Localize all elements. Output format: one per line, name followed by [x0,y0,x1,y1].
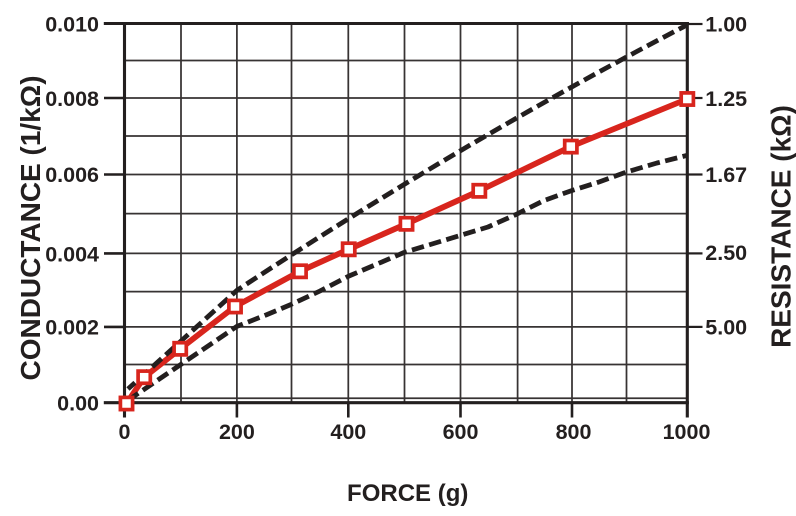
svg-text:1000: 1000 [663,420,711,444]
svg-text:1.00: 1.00 [705,13,747,37]
svg-text:2.50: 2.50 [705,241,747,265]
svg-text:600: 600 [443,420,479,444]
svg-text:0.004: 0.004 [45,243,99,267]
svg-text:0.00: 0.00 [57,391,99,415]
svg-text:0.006: 0.006 [45,163,99,187]
svg-text:0: 0 [119,420,131,444]
svg-text:200: 200 [219,420,255,444]
svg-text:CONDUCTANCE (1/kΩ): CONDUCTANCE (1/kΩ) [15,75,46,380]
svg-text:0.010: 0.010 [45,13,99,37]
svg-text:0.002: 0.002 [45,316,99,340]
svg-text:800: 800 [556,420,592,444]
svg-text:FORCE (g): FORCE (g) [347,480,468,507]
svg-text:RESISTANCE (kΩ): RESISTANCE (kΩ) [766,105,796,348]
svg-text:0.008: 0.008 [45,87,99,111]
svg-text:5.00: 5.00 [705,316,747,340]
svg-text:1.67: 1.67 [705,163,747,187]
svg-text:1.25: 1.25 [705,87,747,111]
svg-text:400: 400 [330,420,366,444]
